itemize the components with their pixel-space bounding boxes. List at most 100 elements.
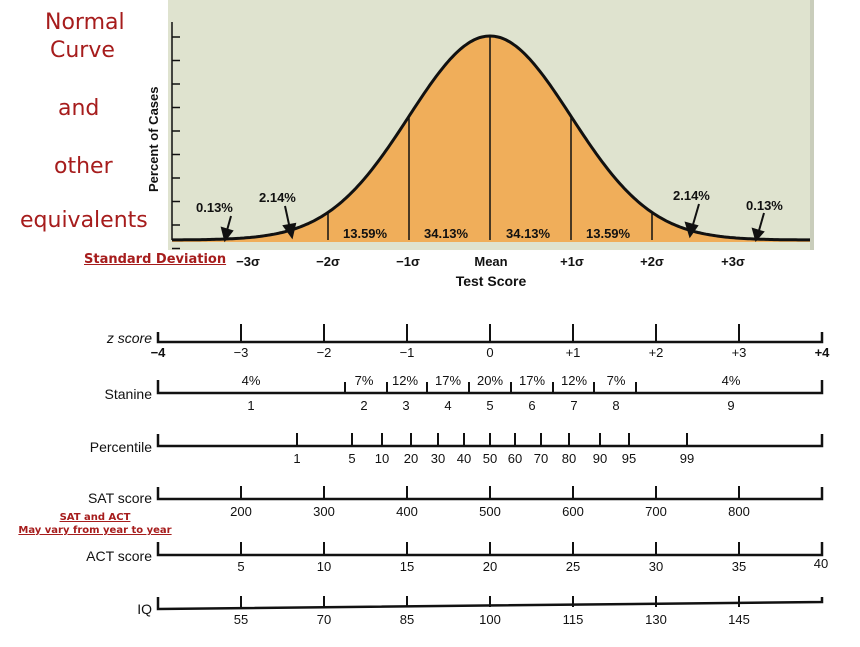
sigma-divider-lines [327, 36, 653, 240]
curve-ylabel: Percent of Cases [146, 87, 161, 193]
iq-tick-label: 85 [400, 612, 414, 627]
act-tick-label: 20 [483, 559, 497, 574]
title-normal: Normal [45, 10, 125, 35]
tail-label-far-right: 0.13% [746, 198, 783, 213]
act-tick-label: 35 [732, 559, 746, 574]
act-tick-label: 30 [649, 559, 663, 574]
title-equivalents: equivalents [20, 208, 148, 233]
iq-ticks: 55 70 85 100 115 130 145 [234, 596, 750, 627]
iq-label: IQ [137, 601, 152, 617]
tail-label-right: 2.14% [673, 188, 710, 203]
percentile-tick-label: 99 [680, 451, 694, 466]
zscore-tick-label: +4 [815, 345, 831, 360]
curve-area-fill [172, 36, 810, 242]
act-tick-label: 40 [814, 556, 828, 571]
zscore-tick-label: −2 [317, 345, 332, 360]
percentile-tick-label: 95 [622, 451, 636, 466]
curve-y-ticks [172, 36, 180, 250]
stanine-axis [156, 380, 824, 395]
sat-tick-label: 200 [230, 504, 252, 519]
stanine-percent: 4% [242, 373, 261, 388]
sat-tick-label: 300 [313, 504, 335, 519]
stanine-number: 5 [486, 398, 493, 413]
percentile-tick-label: 50 [483, 451, 497, 466]
title-other: other [54, 154, 113, 179]
stanine-ticks: 4% 7% 12% 17% 20% 17% 12% 7% 4% 1 2 3 4 5 6 7 8 9 [242, 373, 741, 413]
iq-tick-label: 145 [728, 612, 750, 627]
sat-tick-label: 400 [396, 504, 418, 519]
percentile-label: Percentile [90, 439, 152, 455]
stanine-label: Stanine [105, 386, 153, 402]
iq-tick-label: 115 [563, 612, 584, 627]
stanine-percent: 4% [722, 373, 741, 388]
zscore-tick-label: +3 [732, 345, 747, 360]
percentile-tick-label: 60 [508, 451, 522, 466]
area-label-right-34: 34.13% [506, 226, 551, 241]
curve-x-tick-label: −1σ [396, 254, 420, 269]
area-label-right-13: 13.59% [586, 226, 631, 241]
percentile-tick-label: 40 [457, 451, 471, 466]
stanine-percent: 17% [519, 373, 545, 388]
zscore-tick-label: −3 [234, 345, 249, 360]
curve-x-tick-label: −2σ [316, 254, 340, 269]
zscore-tick-label: +1 [566, 345, 581, 360]
iq-tick-label: 70 [317, 612, 331, 627]
act-tick-label: 10 [317, 559, 331, 574]
stanine-percent: 7% [355, 373, 374, 388]
act-ticks: 5 10 15 20 25 30 35 40 [237, 542, 828, 574]
curve-x-tick-label: +2σ [640, 254, 664, 269]
percentile-tick-label: 90 [593, 451, 607, 466]
percentile-tick-label: 10 [375, 451, 389, 466]
zscore-tick-label: 0 [486, 345, 493, 360]
act-tick-label: 15 [400, 559, 414, 574]
sat-tick-label: 800 [728, 504, 750, 519]
iq-tick-label: 100 [479, 612, 501, 627]
title-and: and [58, 96, 100, 121]
curve-x-tick-label: −3σ [236, 254, 260, 269]
percentile-tick-label: 30 [431, 451, 445, 466]
zscore-tick-label: −4 [151, 345, 167, 360]
title-curve: Curve [50, 38, 115, 63]
percentile-ticks: 1 5 10 20 30 40 50 60 70 80 90 95 99 [293, 433, 694, 466]
zscore-tick-label: −1 [400, 345, 415, 360]
sat-tick-label: 600 [562, 504, 584, 519]
stanine-percent: 7% [607, 373, 626, 388]
sat-act-note-line1: SAT and ACT [59, 512, 131, 523]
curve-x-tick-label: +3σ [721, 254, 745, 269]
sat-tick-label: 700 [645, 504, 667, 519]
zscore-label: z score [106, 330, 152, 346]
sat-tick-label: 500 [479, 504, 501, 519]
stanine-number: 3 [402, 398, 409, 413]
sat-ticks: 200 300 400 500 600 700 800 [230, 486, 750, 519]
curve-x-tick-labels: −3σ −2σ −1σ Mean +1σ +2σ +3σ [236, 254, 745, 269]
stanine-number: 7 [570, 398, 577, 413]
act-tick-label: 25 [566, 559, 580, 574]
arrow-icon-left [282, 205, 297, 240]
percentile-tick-label: 5 [348, 451, 355, 466]
zscore-tick-label: +2 [649, 345, 664, 360]
area-label-left-13: 13.59% [343, 226, 388, 241]
sat-label: SAT score [88, 490, 152, 506]
sat-act-note-line2: May vary from year to year [18, 525, 172, 536]
iq-tick-label: 55 [234, 612, 248, 627]
arrow-icon-right [684, 203, 700, 239]
curve-x-tick-label: +1σ [560, 254, 584, 269]
stanine-number: 2 [360, 398, 367, 413]
stanine-number: 9 [727, 398, 734, 413]
area-label-left-34: 34.13% [424, 226, 469, 241]
tail-label-far-left: 0.13% [196, 200, 233, 215]
stanine-percent: 12% [561, 373, 587, 388]
tail-label-left: 2.14% [259, 190, 296, 205]
stanine-number: 4 [444, 398, 451, 413]
curve-outline [172, 34, 810, 242]
percentile-tick-label: 1 [293, 451, 300, 466]
stanine-percent: 20% [477, 373, 503, 388]
normal-curve-figure: Percent of Cases 13.59% 34.13% 34.13% 13… [146, 0, 814, 289]
percentile-tick-label: 80 [562, 451, 576, 466]
stanine-percent: 12% [392, 373, 418, 388]
zscore-ticks: −4 −3 −2 −1 0 +1 +2 +3 +4 [151, 324, 831, 360]
standard-deviation-link[interactable]: Standard Deviation [84, 252, 227, 267]
percentile-tick-label: 70 [534, 451, 548, 466]
stanine-number: 1 [247, 398, 254, 413]
